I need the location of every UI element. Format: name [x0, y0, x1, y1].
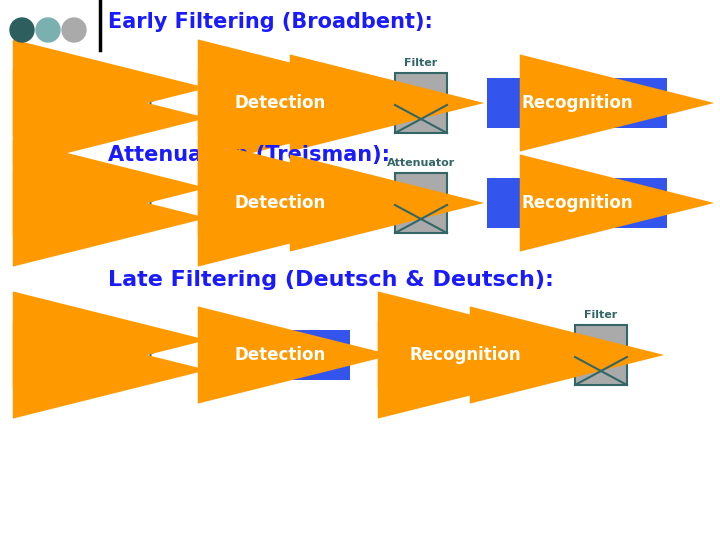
Bar — [575, 357, 627, 385]
Text: Attenuator: Attenuator — [387, 158, 455, 168]
Text: Late Filtering (Deutsch & Deutsch):: Late Filtering (Deutsch & Deutsch): — [108, 270, 554, 290]
Bar — [575, 325, 627, 353]
Bar — [395, 173, 447, 201]
Bar — [395, 73, 447, 101]
Text: Input: Input — [118, 97, 155, 110]
Circle shape — [10, 18, 34, 42]
Bar — [210, 78, 350, 128]
Circle shape — [36, 18, 60, 42]
Text: Detection: Detection — [235, 94, 325, 112]
Bar — [395, 330, 535, 380]
Bar — [210, 330, 350, 380]
Text: Input: Input — [118, 197, 155, 210]
Text: Recognition: Recognition — [521, 194, 633, 212]
Bar — [395, 205, 447, 233]
Bar — [487, 78, 667, 128]
Text: Input: Input — [118, 348, 155, 361]
Circle shape — [62, 18, 86, 42]
Text: Filter: Filter — [405, 58, 438, 68]
Bar — [395, 105, 447, 133]
Bar — [210, 178, 350, 228]
Text: Attenuation (Treisman):: Attenuation (Treisman): — [108, 145, 390, 165]
Text: Recognition: Recognition — [409, 346, 521, 364]
Text: Detection: Detection — [235, 194, 325, 212]
Text: Early Filtering (Broadbent):: Early Filtering (Broadbent): — [108, 12, 433, 32]
Text: Detection: Detection — [235, 346, 325, 364]
Bar — [487, 178, 667, 228]
Text: Filter: Filter — [585, 310, 618, 320]
Text: Recognition: Recognition — [521, 94, 633, 112]
